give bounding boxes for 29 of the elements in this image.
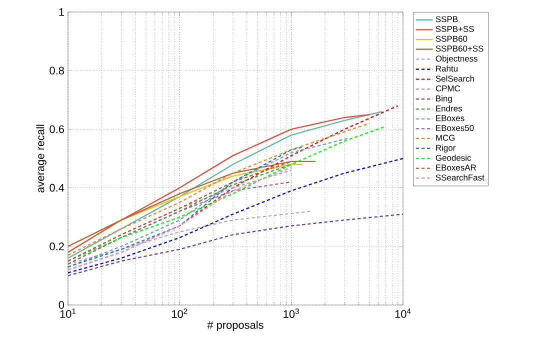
legend-label: Geodesic [436,154,471,161]
y-tick-label: 0.2 [50,242,64,250]
legend-label: EBoxes [436,115,464,122]
y-tick-label: 0.8 [50,66,64,74]
legend-label: EBoxesAR [436,164,476,171]
legend-label: SSPB [436,16,458,22]
x-tick-label: 10$^{1}$ [60,308,76,318]
x-axis-title: # proposals [207,320,264,332]
legend-label: SelSearch [436,75,474,82]
legend-label: SSPB+SS [436,26,474,32]
legend-label: Objectness [436,55,478,64]
y-tick-label: 0.4 [50,184,64,192]
legend-label: Rahtu [436,65,458,72]
legend-label: SSPB60+SS [436,46,484,52]
legend-label: Rigor [436,144,456,152]
legend-label: Bing [436,95,452,104]
legend-label: EBoxes50 [436,125,474,131]
y-tick-label: 0 [58,301,64,309]
legend-label: CPMC [436,85,460,92]
y-tick-label: 0.6 [50,125,64,134]
legend-label: Endres [436,105,462,112]
y-axis-title: average recall [36,124,46,192]
y-tick-label: 1 [59,8,64,16]
legend-label: MCG [436,134,455,141]
x-tick-label: 10$^{2}$ [172,308,188,318]
x-tick-label: 10$^{3}$ [284,308,299,318]
legend-label: SSearchFast [436,174,484,181]
x-tick-label: 10$^{4}$ [395,308,411,318]
legend-label: SSPB60 [436,36,468,42]
